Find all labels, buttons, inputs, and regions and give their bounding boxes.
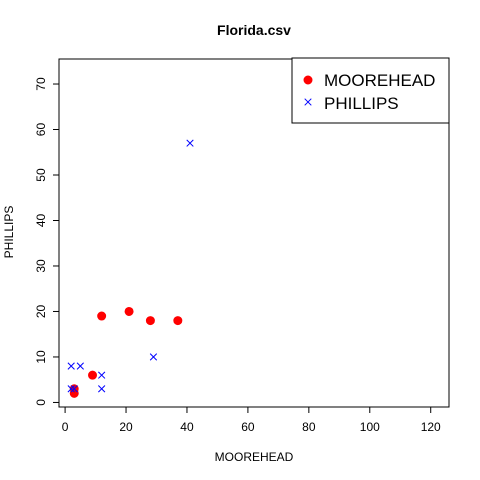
x-tick-label: 60 bbox=[241, 420, 255, 434]
point-moorehead bbox=[97, 311, 107, 321]
x-tick-label: 100 bbox=[360, 420, 380, 434]
point-phillips bbox=[98, 385, 106, 393]
legend-marker-phillips bbox=[304, 98, 312, 106]
chart-title: Florida.csv bbox=[217, 22, 291, 38]
cross-stroke bbox=[70, 385, 78, 393]
x-axis: 0 20 40 60 80 100 120 bbox=[62, 406, 441, 434]
legend: MOOREHEAD PHILLIPS bbox=[291, 57, 450, 124]
y-tick-label: 40 bbox=[34, 213, 48, 227]
y-axis-label: PHILLIPS bbox=[2, 206, 16, 259]
x-tick-label: 0 bbox=[62, 420, 69, 434]
point-phillips bbox=[98, 371, 106, 379]
legend-label-phillips: PHILLIPS bbox=[324, 94, 399, 113]
y-axis: 0 10 20 30 40 50 60 70 bbox=[34, 77, 60, 406]
x-tick-label: 20 bbox=[119, 420, 133, 434]
cross-stroke bbox=[98, 371, 106, 379]
x-tick-label: 120 bbox=[421, 420, 441, 434]
y-tick-label: 10 bbox=[34, 350, 48, 364]
y-tick-label: 20 bbox=[34, 304, 48, 318]
legend-box bbox=[291, 57, 450, 124]
point-moorehead bbox=[173, 316, 183, 326]
point-moorehead bbox=[145, 316, 155, 326]
cross-stroke bbox=[186, 139, 194, 147]
point-phillips bbox=[76, 362, 84, 370]
cross-stroke bbox=[67, 362, 75, 370]
data-points bbox=[67, 70, 302, 398]
x-axis-label: MOOREHEAD bbox=[215, 450, 294, 464]
y-tick-label: 50 bbox=[34, 168, 48, 182]
point-phillips bbox=[186, 139, 194, 147]
cross-stroke bbox=[304, 98, 312, 106]
point-moorehead bbox=[88, 370, 98, 380]
cross-stroke bbox=[67, 385, 75, 393]
legend-label-moorehead: MOOREHEAD bbox=[324, 71, 435, 90]
x-tick-label: 40 bbox=[180, 420, 194, 434]
y-tick-label: 0 bbox=[34, 399, 48, 406]
legend-marker-moorehead bbox=[303, 75, 313, 85]
y-tick-label: 70 bbox=[34, 77, 48, 91]
y-tick-label: 30 bbox=[34, 259, 48, 273]
point-phillips bbox=[67, 385, 75, 393]
legend-cross-glyph bbox=[304, 98, 312, 106]
cross-stroke bbox=[149, 353, 158, 361]
plot-area bbox=[67, 70, 302, 398]
point-phillips bbox=[149, 353, 158, 361]
x-tick-label: 80 bbox=[302, 420, 316, 434]
point-phillips bbox=[70, 385, 78, 393]
cross-stroke bbox=[98, 385, 106, 393]
y-tick-label: 60 bbox=[34, 123, 48, 137]
cross-stroke bbox=[76, 362, 84, 370]
point-moorehead bbox=[124, 306, 134, 316]
point-phillips bbox=[67, 362, 75, 370]
